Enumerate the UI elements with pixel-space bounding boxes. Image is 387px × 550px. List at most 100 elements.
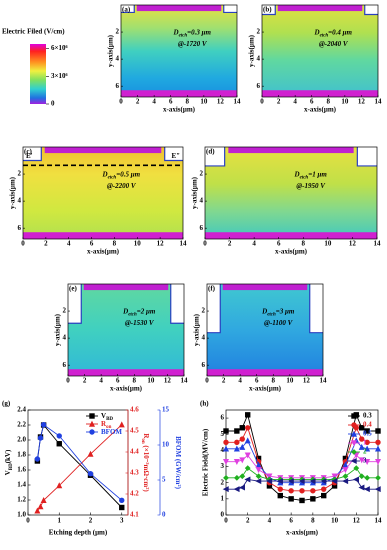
label-part: =0.4 μm bbox=[328, 28, 352, 36]
field-map bbox=[23, 147, 183, 239]
etched-region bbox=[364, 5, 378, 15]
substrate bbox=[23, 232, 183, 239]
x-tick-label: 4 bbox=[67, 240, 71, 248]
gate bbox=[277, 5, 363, 12]
colorbar-tick-label: 0 bbox=[51, 100, 55, 108]
x-axis-label: Etching depth (μm) bbox=[49, 529, 108, 537]
point bbox=[309, 478, 316, 485]
y-tick-label: 0 bbox=[162, 511, 166, 519]
x-tick-label: 10 bbox=[341, 98, 349, 106]
point bbox=[87, 471, 94, 477]
point bbox=[359, 436, 365, 442]
x-tick-label: 10 bbox=[286, 377, 294, 385]
y-tick-label: 2 bbox=[202, 307, 206, 315]
point bbox=[352, 476, 359, 483]
x-tick-label: 0 bbox=[203, 240, 207, 248]
point bbox=[364, 445, 371, 452]
field-map bbox=[262, 5, 378, 97]
point bbox=[299, 488, 305, 494]
x-tick-label: 14 bbox=[375, 517, 383, 525]
point bbox=[37, 503, 44, 510]
x-tick-label: 2 bbox=[44, 240, 48, 248]
etch-surface bbox=[68, 284, 184, 324]
point bbox=[89, 429, 95, 435]
label-part: etch bbox=[179, 33, 188, 38]
x-tick-label: 2 bbox=[246, 517, 250, 525]
point bbox=[34, 507, 41, 514]
etched-region bbox=[121, 5, 135, 13]
y-axis-label: y-axis(μm) bbox=[191, 176, 199, 209]
legend-label: VBD bbox=[101, 412, 113, 422]
y-tick-label: 1.4 bbox=[17, 481, 26, 489]
colorbar-label: Electric Filed (V/cm) bbox=[2, 28, 65, 36]
y-axis-label: y-axis(μm) bbox=[193, 313, 201, 346]
label-part: D bbox=[122, 307, 128, 315]
y-tick-label: 5 bbox=[221, 430, 225, 438]
point bbox=[239, 443, 246, 450]
point bbox=[287, 478, 294, 485]
panel-label: (a) bbox=[122, 6, 131, 14]
y-tick-label: 4.4 bbox=[130, 448, 139, 456]
point bbox=[374, 445, 382, 452]
y-tick-label: 6 bbox=[202, 361, 206, 369]
label-part: =2 μm bbox=[137, 307, 156, 315]
point bbox=[351, 422, 357, 428]
series-line bbox=[37, 424, 123, 512]
point bbox=[34, 456, 41, 462]
x-tick-label: 6 bbox=[289, 517, 293, 525]
etch-surface bbox=[207, 284, 323, 334]
voltage: @-1530 V bbox=[125, 319, 155, 327]
y-axis-label: y-axis(μm) bbox=[107, 34, 115, 67]
x-tick-label: 2 bbox=[277, 98, 281, 106]
point bbox=[223, 439, 229, 446]
y-tick-label: 2 bbox=[200, 170, 204, 178]
point bbox=[364, 458, 371, 466]
point bbox=[244, 437, 251, 444]
plot-frame bbox=[261, 4, 379, 98]
point bbox=[234, 428, 240, 434]
point bbox=[40, 496, 47, 503]
point bbox=[255, 478, 262, 485]
annotation: Detch=1 μm bbox=[294, 170, 328, 180]
x-axis-label: x-axis(μm) bbox=[110, 385, 143, 393]
etched-region bbox=[23, 147, 42, 161]
x-tick-label: 12 bbox=[303, 377, 311, 385]
cutline-start: E' bbox=[26, 152, 33, 160]
label-part: BD bbox=[9, 463, 14, 470]
label-part: =0.3 μm bbox=[187, 28, 211, 36]
x-tick-label: 14 bbox=[320, 377, 328, 385]
x-tick-label: 4 bbox=[238, 377, 242, 385]
label-part: D bbox=[314, 28, 320, 36]
x-tick-label: 4 bbox=[252, 240, 256, 248]
point bbox=[331, 478, 338, 485]
voltage: @-1950 V bbox=[296, 182, 326, 190]
y-tick-label: 1.2 bbox=[17, 496, 26, 504]
x-tick-label: 0 bbox=[26, 517, 30, 525]
voltage: @-2200 V bbox=[107, 182, 137, 190]
x-tick-label: 2 bbox=[136, 98, 140, 106]
field-map bbox=[205, 147, 377, 239]
y-tick-label: 6 bbox=[18, 224, 22, 232]
point bbox=[364, 439, 370, 446]
x-tick-label: 8 bbox=[311, 517, 315, 525]
annotation: Detch=0.5 μm bbox=[102, 170, 141, 180]
point bbox=[244, 465, 251, 472]
y-tick-label: 15 bbox=[162, 406, 170, 414]
y-tick-label: 2 bbox=[116, 28, 120, 36]
point bbox=[364, 474, 371, 481]
point bbox=[87, 450, 94, 457]
label-part: BD bbox=[106, 417, 113, 422]
point bbox=[222, 458, 230, 466]
etched-region bbox=[207, 284, 221, 333]
x-tick-label: 6 bbox=[255, 377, 259, 385]
legend-label: 2 bbox=[363, 448, 367, 456]
y-tick-label: 6 bbox=[200, 224, 204, 232]
point bbox=[375, 428, 381, 434]
colorbar-tick-label: 6×10⁶ bbox=[51, 44, 68, 52]
annotation: Detch=0.4 μm bbox=[314, 28, 353, 38]
gate bbox=[228, 147, 354, 154]
point bbox=[374, 486, 381, 493]
x-tick-label: 4 bbox=[99, 377, 103, 385]
y-tick-label: 3 bbox=[221, 462, 225, 470]
point bbox=[118, 421, 125, 428]
